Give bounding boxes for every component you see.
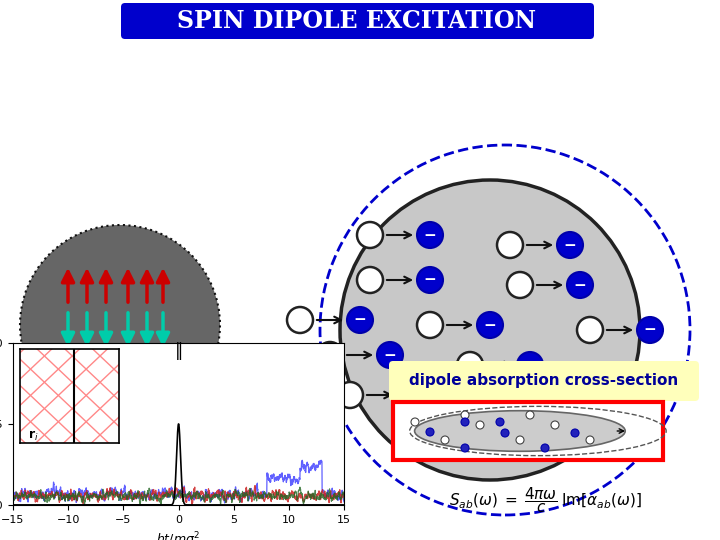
Circle shape [526,411,534,419]
Text: −: − [554,402,567,417]
FancyBboxPatch shape [393,402,663,460]
Circle shape [557,232,583,258]
Circle shape [461,411,469,419]
Circle shape [567,272,593,298]
Circle shape [496,418,504,426]
Circle shape [541,444,549,452]
Circle shape [357,267,383,293]
Circle shape [417,312,443,338]
Circle shape [337,382,363,408]
Text: $S_{ab}(\omega)\;=\;\dfrac{4\pi\omega}{c}\;\mathrm{Im}\left[\alpha_{ab}(\omega)\: $S_{ab}(\omega)\;=\;\dfrac{4\pi\omega}{c… [449,485,642,516]
Ellipse shape [415,411,625,451]
Circle shape [397,382,423,408]
Circle shape [20,225,220,425]
Circle shape [377,342,403,368]
Circle shape [551,421,559,429]
Circle shape [426,428,434,436]
Circle shape [476,421,484,429]
Text: −: − [564,238,577,253]
Circle shape [457,352,483,378]
Text: −: − [574,278,586,293]
Circle shape [417,267,443,293]
Text: −: − [384,348,397,362]
Circle shape [571,429,579,437]
Text: SPIN DIPOLE EXCITATION: SPIN DIPOLE EXCITATION [177,9,536,33]
Circle shape [287,307,313,333]
Text: $\|$: $\|$ [174,340,183,362]
Circle shape [417,222,443,248]
Text: −: − [404,388,416,402]
Text: −: − [423,273,436,287]
Circle shape [461,418,469,426]
Circle shape [586,436,594,444]
Circle shape [461,444,469,452]
Circle shape [477,312,503,338]
Text: −: − [523,357,536,373]
Circle shape [497,232,523,258]
Text: −: − [484,318,496,333]
Text: −: − [423,227,436,242]
Circle shape [317,342,343,368]
Circle shape [487,397,513,423]
Text: −: − [354,313,366,327]
Circle shape [411,418,419,426]
Text: dipole absorption cross-section: dipole absorption cross-section [410,374,679,388]
Circle shape [441,436,449,444]
Circle shape [340,180,640,480]
Circle shape [516,436,524,444]
Circle shape [517,352,543,378]
Circle shape [507,272,533,298]
Circle shape [347,307,373,333]
X-axis label: $ht/m\sigma^2$: $ht/m\sigma^2$ [156,530,201,540]
Circle shape [357,222,383,248]
Circle shape [501,429,509,437]
Text: −: − [644,322,657,338]
Circle shape [547,397,573,423]
FancyBboxPatch shape [121,3,594,39]
Circle shape [637,317,663,343]
FancyBboxPatch shape [389,361,699,401]
Circle shape [577,317,603,343]
